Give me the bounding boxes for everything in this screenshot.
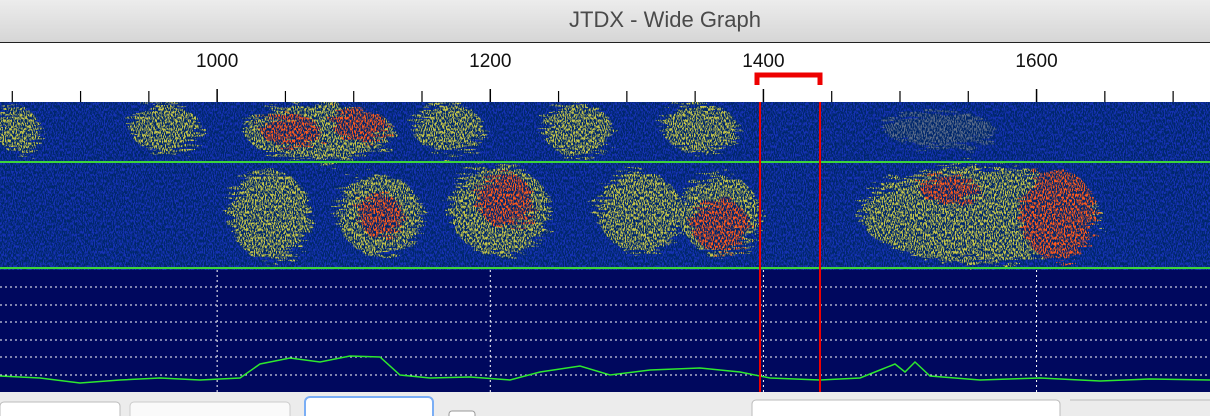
- tick-label: 1600: [1015, 51, 1057, 72]
- combo-box[interactable]: [304, 396, 434, 416]
- frequency-scale: [0, 43, 1210, 102]
- spinbox[interactable]: [0, 401, 121, 416]
- rx-bandwidth-marker: [754, 72, 823, 85]
- title-bar: [0, 0, 1210, 42]
- tick-label: 1400: [742, 51, 784, 72]
- tick-label: 1200: [469, 51, 511, 72]
- tick-label: 1000: [196, 51, 238, 72]
- spectrum-panel: [0, 270, 1210, 392]
- dropdown[interactable]: [129, 401, 291, 416]
- spectrum-vertical-grid: [216, 270, 1038, 392]
- spectrum-grid: [0, 286, 1210, 376]
- scale-ticks: 1000 1200 1400 1600: [11, 51, 1174, 102]
- spectrum-trace: [0, 355, 1210, 384]
- checkbox[interactable]: [448, 410, 476, 416]
- window-title: JTDX - Wide Graph: [569, 7, 761, 32]
- waterfall: [0, 102, 1210, 270]
- select-box[interactable]: [751, 399, 1061, 416]
- waterfall-noise: [0, 102, 1210, 270]
